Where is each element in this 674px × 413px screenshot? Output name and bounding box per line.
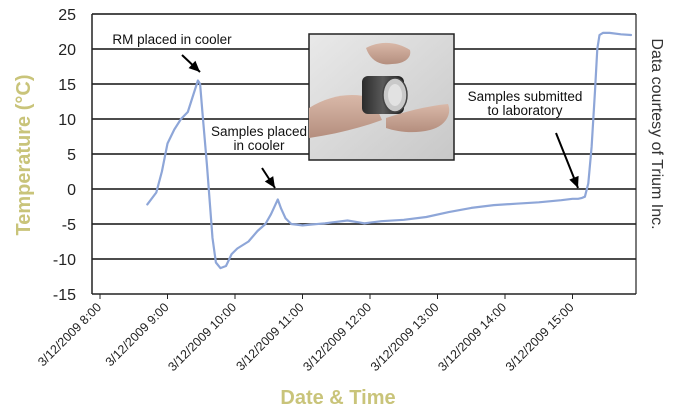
y-tick-label: -10 <box>53 252 76 269</box>
series-line-0 <box>146 31 633 270</box>
annotation-text: in cooler <box>233 138 285 153</box>
y-tick-labels: -15 -10 -5 0 5 10 15 20 25 <box>53 7 76 304</box>
y-tick-label: 0 <box>67 182 76 199</box>
x-tick-labels: 3/12/2009 8:003/12/2009 9:003/12/2009 10… <box>35 294 577 374</box>
x-tick-label: 3/12/2009 13:00 <box>368 300 442 374</box>
x-tick-label: 3/12/2009 9:00 <box>103 300 172 369</box>
annotation-text: to laboratory <box>487 103 562 118</box>
y-tick-label: 10 <box>58 112 76 129</box>
y-tick-label: 15 <box>58 77 76 94</box>
annotation-text: RM placed in cooler <box>112 32 232 47</box>
y-tick-label: -5 <box>62 217 76 234</box>
annotation-arrow-head <box>264 176 275 188</box>
annotation-arrow-head <box>569 175 579 188</box>
x-tick-label: 3/12/2009 10:00 <box>165 300 239 374</box>
y-axis-title: Temperature (°C) <box>13 75 35 236</box>
y-tick-label: -15 <box>53 287 76 304</box>
annotation-arrow-head <box>188 60 200 72</box>
x-tick-label: 3/12/2009 15:00 <box>503 300 577 374</box>
x-tick-label: 3/12/2009 14:00 <box>435 300 509 374</box>
series-layer <box>146 31 633 270</box>
x-tick-label: 3/12/2009 12:00 <box>300 300 374 374</box>
logger-photo <box>308 33 455 161</box>
annotation-text: Samples placed <box>211 124 307 139</box>
y-tick-label: 5 <box>67 147 76 164</box>
y-tick-label: 25 <box>58 7 76 24</box>
credit-text: Data courtesy of Trium Inc. <box>648 38 665 229</box>
x-tick-label: 3/12/2009 8:00 <box>35 300 104 369</box>
x-tick-label: 3/12/2009 11:00 <box>233 300 306 373</box>
annotation-text: Samples submitted <box>468 89 583 104</box>
x-axis-title: Date & Time <box>280 387 395 409</box>
y-tick-label: 20 <box>58 42 76 59</box>
